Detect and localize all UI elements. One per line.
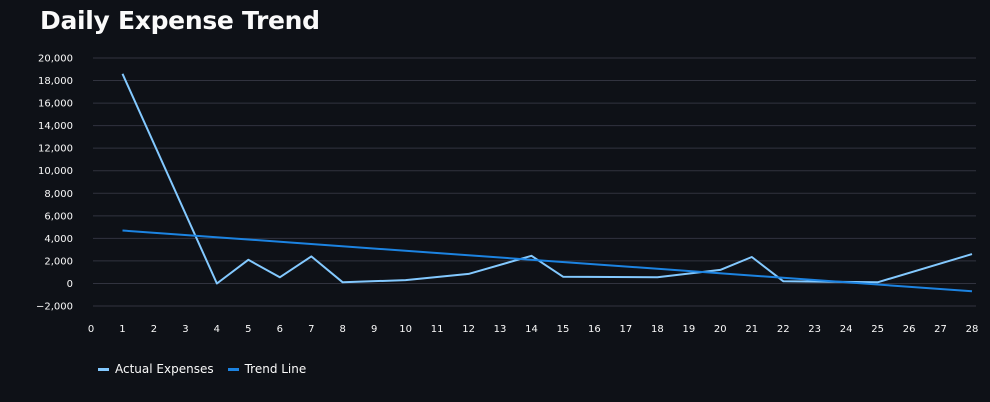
- x-tick-label: 5: [245, 324, 251, 335]
- x-tick-label: 6: [277, 324, 283, 335]
- x-tick-label: 15: [557, 324, 570, 335]
- x-tick-label: 18: [651, 324, 664, 335]
- legend-swatch-actual: [98, 367, 109, 371]
- trend-line[interactable]: [122, 229, 973, 293]
- x-tick-label: 0: [88, 324, 94, 335]
- legend-item-actual-expenses[interactable]: Actual Expenses: [98, 362, 214, 376]
- legend: Actual Expenses Trend Line: [98, 362, 306, 376]
- actual-expenses-line[interactable]: [121, 73, 973, 285]
- x-tick-label: 16: [588, 324, 601, 335]
- x-tick-label: 7: [308, 324, 314, 335]
- x-tick-label: 27: [934, 324, 947, 335]
- y-tick-label: 16,000: [38, 99, 73, 110]
- legend-label-trend: Trend Line: [244, 362, 307, 376]
- x-tick-label: 22: [777, 324, 790, 335]
- x-tick-label: 1: [119, 324, 125, 335]
- y-tick-label: 12,000: [38, 144, 73, 155]
- x-tick-label: 13: [494, 324, 507, 335]
- x-tick-label: 19: [682, 324, 695, 335]
- x-tick-label: 28: [966, 324, 979, 335]
- y-axis-tick-labels: −2,000 0 2,000 4,000 6,000 8,000 10,000 12,000 1…: [36, 54, 73, 313]
- y-tick-label: 0: [67, 279, 73, 290]
- y-tick-label: 8,000: [44, 189, 73, 200]
- y-tick-label: 10,000: [38, 166, 73, 177]
- y-tick-label: 4,000: [44, 234, 73, 245]
- y-tick-label: 6,000: [44, 211, 73, 222]
- x-tick-label: 21: [745, 324, 758, 335]
- x-tick-label: 17: [620, 324, 633, 335]
- x-tick-label: 3: [182, 324, 188, 335]
- x-tick-label: 23: [808, 324, 821, 335]
- legend-swatch-trend: [227, 367, 239, 371]
- x-tick-label: 4: [214, 324, 220, 335]
- y-tick-label: 14,000: [38, 121, 73, 132]
- y-tick-label: 20,000: [38, 54, 73, 65]
- x-axis-tick-labels: 0 1 2 3 4 5 6 7 8 9 10 11 12 13 14 15 16 17 18 19 20 21 22 23 24…: [88, 324, 979, 335]
- x-tick-label: 10: [399, 324, 412, 335]
- y-tick-label: 18,000: [38, 76, 73, 87]
- x-tick-label: 24: [840, 324, 853, 335]
- x-tick-label: 25: [871, 324, 884, 335]
- x-tick-label: 8: [340, 324, 346, 335]
- x-tick-label: 20: [714, 324, 727, 335]
- x-tick-label: 9: [371, 324, 377, 335]
- x-tick-label: 26: [903, 324, 916, 335]
- x-tick-label: 11: [431, 324, 444, 335]
- x-tick-label: 2: [151, 324, 157, 335]
- x-tick-label: 12: [462, 324, 475, 335]
- series-lines: [121, 73, 973, 293]
- legend-label-actual: Actual Expenses: [115, 362, 214, 376]
- grid-lines: [93, 57, 976, 307]
- y-tick-label: −2,000: [36, 302, 73, 313]
- chart-title: Daily Expense Trend: [40, 6, 320, 35]
- legend-item-trend-line[interactable]: Trend Line: [227, 362, 307, 376]
- y-tick-label: 2,000: [44, 256, 73, 267]
- x-tick-label: 14: [525, 324, 538, 335]
